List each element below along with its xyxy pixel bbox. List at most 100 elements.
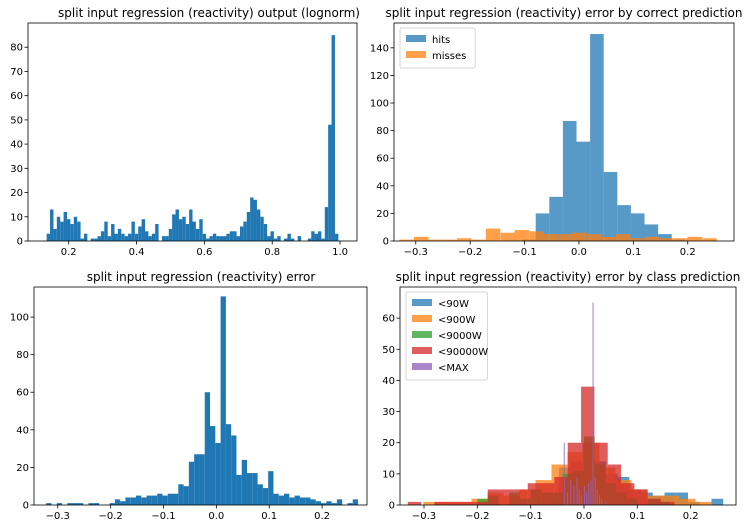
- histogram-bar: [67, 503, 73, 505]
- y-tick-label: 100: [370, 99, 389, 110]
- histogram-bar: [634, 489, 648, 505]
- histogram-bar: [317, 231, 322, 241]
- histogram-bar: [262, 488, 269, 505]
- y-tick-label: 40: [382, 376, 395, 387]
- histogram-bar: [284, 238, 288, 241]
- histogram-bar: [216, 236, 220, 241]
- y-tick-label: 70: [10, 67, 23, 78]
- histogram-bar: [50, 209, 54, 241]
- histogram-bar: [315, 501, 322, 505]
- histogram-bar: [558, 234, 573, 241]
- histogram-bar: [229, 231, 234, 241]
- histogram-bar: [529, 231, 544, 241]
- histogram-bar: [456, 238, 472, 241]
- histogram-bar: [253, 199, 257, 241]
- histogram-bar: [601, 236, 616, 241]
- histogram-bar: [185, 224, 190, 241]
- histogram-bar: [157, 493, 163, 505]
- histogram-bar: [77, 221, 81, 241]
- histogram-bar: [294, 495, 300, 505]
- y-tick-label: 20: [10, 188, 23, 199]
- histogram-bar: [70, 224, 74, 241]
- histogram-bar: [121, 233, 125, 241]
- histogram-bar: [167, 493, 174, 505]
- histogram-bar: [576, 476, 578, 505]
- x-tick-label: −0.1: [519, 511, 543, 522]
- histogram-bar: [314, 233, 318, 241]
- histogram-bar: [527, 483, 542, 505]
- histogram-bar: [250, 197, 254, 241]
- legend-label: <90000W: [438, 347, 488, 358]
- histogram-bar: [155, 224, 159, 241]
- histogram-bar: [331, 35, 335, 241]
- histogram-bar: [46, 233, 51, 241]
- histogram-bar: [673, 238, 688, 241]
- histogram-bar: [290, 238, 295, 241]
- histogram-bar: [277, 236, 281, 241]
- legend-swatch: [412, 315, 432, 322]
- histogram-bar: [80, 238, 84, 241]
- histogram-bar: [199, 219, 203, 241]
- histogram-bar: [194, 454, 200, 505]
- histogram-bar: [629, 238, 645, 241]
- histogram-bar: [148, 236, 152, 241]
- histogram-bar: [178, 484, 184, 505]
- histogram-bar: [607, 464, 622, 505]
- x-tick-label: 0.1: [625, 247, 641, 258]
- histogram-bar: [206, 238, 210, 241]
- histogram-bar: [192, 221, 196, 241]
- histogram-bar: [183, 486, 189, 505]
- legend-swatch: [412, 363, 432, 370]
- histogram-bar: [241, 459, 248, 505]
- histogram-bar: [687, 236, 703, 241]
- histogram-bar: [195, 228, 200, 241]
- histogram-bar: [236, 474, 242, 505]
- histogram-bar: [209, 236, 213, 241]
- histogram-bar: [246, 211, 251, 241]
- histogram-bar: [328, 124, 332, 241]
- histogram-bar: [658, 238, 674, 241]
- histogram-bar: [695, 501, 712, 505]
- axes-frame: [393, 22, 735, 242]
- y-tick-label: 50: [10, 115, 23, 126]
- y-tick-label: 60: [16, 388, 29, 399]
- histogram-bar: [104, 221, 108, 241]
- histogram-bar: [661, 501, 675, 505]
- histogram-bar: [407, 501, 422, 505]
- histogram-bar: [151, 233, 156, 241]
- y-tick-label: 0: [17, 237, 23, 248]
- histogram-bar: [114, 499, 121, 505]
- histogram-bar: [146, 495, 152, 505]
- histogram-bar: [423, 501, 440, 505]
- y-tick-label: 0: [23, 501, 29, 512]
- histogram-bar: [239, 226, 244, 241]
- histogram-bar: [100, 231, 105, 241]
- y-tick-label: 10: [382, 469, 395, 480]
- histogram-bar: [173, 493, 179, 505]
- legend: <90W <900W <9000W <90000W <MAX: [405, 291, 488, 381]
- histogram-bar: [647, 498, 662, 505]
- histogram-bar: [711, 498, 724, 505]
- legend-swatch: [412, 331, 432, 338]
- y-tick-label: 100: [10, 313, 29, 324]
- histogram-bar: [67, 219, 71, 241]
- axes-frame: [33, 286, 368, 506]
- histogram-bar: [500, 232, 515, 241]
- histogram-bar: [247, 473, 253, 505]
- y-tick-label: 0: [383, 237, 389, 248]
- histogram-bar: [73, 216, 78, 241]
- histogram-bar: [562, 120, 577, 241]
- histogram-bar: [117, 228, 122, 241]
- y-tick-label: 80: [16, 350, 29, 361]
- histogram-bar: [278, 495, 285, 505]
- chart-title: split input regression (reactivity) erro…: [386, 6, 743, 20]
- legend-label: <900W: [438, 315, 475, 326]
- histogram-bar: [202, 233, 207, 241]
- histogram-bar: [603, 172, 618, 241]
- histogram-bar: [252, 473, 258, 505]
- histogram-bar: [284, 493, 290, 505]
- histogram-bar: [60, 221, 64, 241]
- histogram-bar: [114, 233, 118, 241]
- histogram-bar: [428, 239, 443, 241]
- histogram-bar: [109, 503, 115, 505]
